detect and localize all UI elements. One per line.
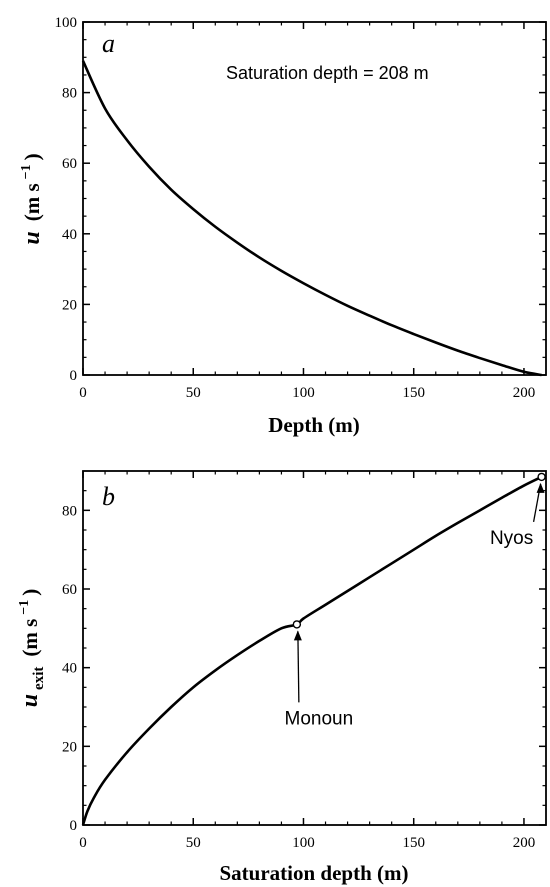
- panel-b-y-axis-title: u exit (m s −1 ): [15, 589, 47, 708]
- panel-b-letter: b: [102, 482, 115, 511]
- y-tick-label: 0: [70, 818, 78, 834]
- panel-a-letter: a: [102, 29, 115, 58]
- panel-b-ticks: 0 50 100 150 200 0 20 40 60 80: [62, 471, 546, 851]
- panel-a: 0 50 100 150 200 0 20 40 60 80 100 a Saturation de…: [17, 15, 547, 437]
- panel-a-curve: [81, 60, 542, 377]
- x-tick-label: 50: [186, 835, 201, 851]
- x-tick-label: 100: [292, 385, 315, 401]
- nyos-point: [537, 472, 546, 482]
- panel-b-curve: [81, 475, 543, 826]
- y-tick-label: 60: [62, 582, 77, 598]
- y-tick-label: 80: [62, 503, 77, 519]
- panel-a-y-axis-title: u (m s −1 ): [17, 153, 45, 244]
- panel-b-points: Monoun Nyos: [285, 472, 546, 729]
- x-tick-label: 200: [513, 385, 536, 401]
- y-tick-label: 20: [62, 739, 77, 755]
- nyos-label: Nyos: [490, 528, 533, 549]
- y-tick-label: 40: [62, 227, 77, 243]
- y-tick-label: 0: [70, 368, 78, 384]
- y-tick-label: 60: [62, 156, 77, 172]
- x-tick-label: 200: [513, 835, 536, 851]
- monoun-arrow-shaft: [297, 631, 300, 703]
- panel-b: 0 50 100 150 200 0 20 40 60 80 Monoun Nyos b Satur…: [15, 470, 547, 885]
- panel-a-x-axis-title: Depth (m): [268, 413, 360, 437]
- panel-a-ticks: 0 50 100 150 200 0 20 40 60 80 100: [55, 15, 546, 401]
- x-tick-label: 150: [402, 835, 425, 851]
- monoun-arrow-head: [293, 630, 302, 641]
- monoun-point: [292, 620, 302, 629]
- y-tick-label: 80: [62, 86, 77, 102]
- y-tick-label: 20: [62, 297, 77, 313]
- x-tick-label: 150: [402, 385, 425, 401]
- x-tick-label: 50: [186, 385, 201, 401]
- nyos-arrow-head: [536, 482, 545, 493]
- panel-b-frame: [82, 470, 547, 826]
- y-tick-label: 40: [62, 661, 77, 677]
- x-tick-label: 0: [79, 385, 87, 401]
- panel-b-x-axis-title: Saturation depth (m): [219, 861, 408, 885]
- saturation-depth-annotation: Saturation depth = 208 m: [226, 63, 429, 83]
- y-tick-label: 100: [55, 15, 78, 31]
- monoun-label: Monoun: [285, 708, 354, 729]
- x-tick-label: 100: [292, 835, 315, 851]
- x-tick-label: 0: [79, 835, 87, 851]
